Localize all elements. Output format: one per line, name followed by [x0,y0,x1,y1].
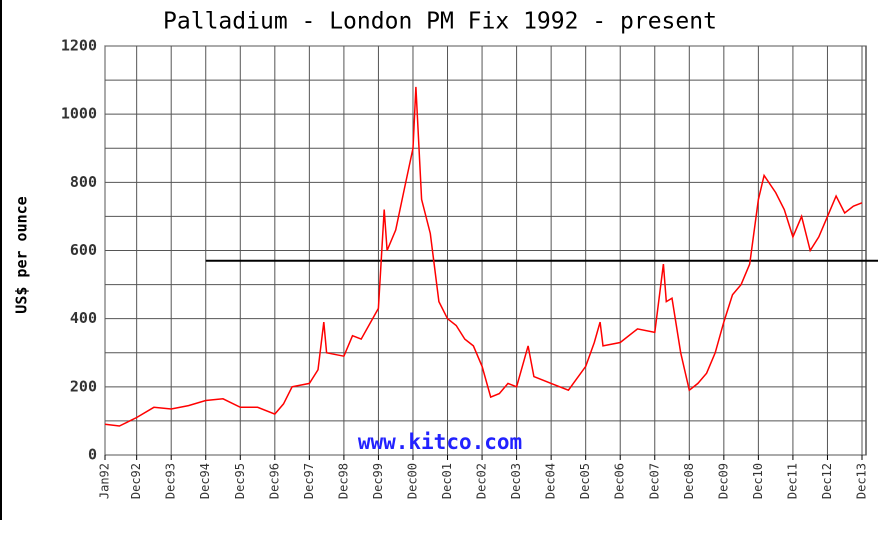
watermark: www.kitco.com [358,430,522,454]
x-tick-label: Dec04 [544,463,558,499]
x-tick-label: Dec11 [785,463,799,499]
y-tick-label: 1200 [61,37,97,55]
price-line [104,86,863,427]
x-tick-label: Dec95 [233,463,247,499]
x-tick-label: Dec05 [578,463,592,499]
x-tick-label: Dec13 [855,463,869,499]
x-tick-label: Dec08 [682,463,696,499]
plot [104,86,878,427]
y-tick-label: 1000 [61,105,97,123]
x-tick-label: Jan92 [98,463,112,499]
x-tick-label: Dec02 [475,463,489,499]
x-tick-label: Dec92 [129,463,143,499]
x-tick-label: Dec03 [509,463,523,499]
chart-title: Palladium - London PM Fix 1992 - present [163,9,717,35]
y-tick-label: 800 [70,173,97,191]
grid: 0 200 400 600 800 1000 1200 Jan92 Dec92 Dec93 Dec9… [61,37,869,500]
x-tick-label: Dec99 [371,463,385,499]
x-tick-label: Dec07 [647,463,661,499]
x-tick-label: Dec10 [751,463,765,499]
y-tick-label: 200 [70,377,97,395]
x-tick-label: Dec00 [405,463,419,499]
x-tick-label: Dec12 [820,463,834,499]
x-tick-label: Dec98 [336,463,350,499]
y-tick-label: 0 [88,446,97,464]
x-tick-label: Dec09 [716,463,730,499]
y-axis-label: US$ per ounce [13,196,31,313]
x-tick-label: Dec94 [198,463,212,499]
x-tick-label: Dec01 [440,463,454,499]
x-tick-label: Dec96 [267,463,281,499]
y-tick-label: 600 [70,241,97,259]
y-tick-label: 400 [70,309,97,327]
x-tick-label: Dec06 [613,463,627,499]
x-tick-label: Dec97 [302,463,316,499]
x-tick-label: Dec93 [164,463,178,499]
